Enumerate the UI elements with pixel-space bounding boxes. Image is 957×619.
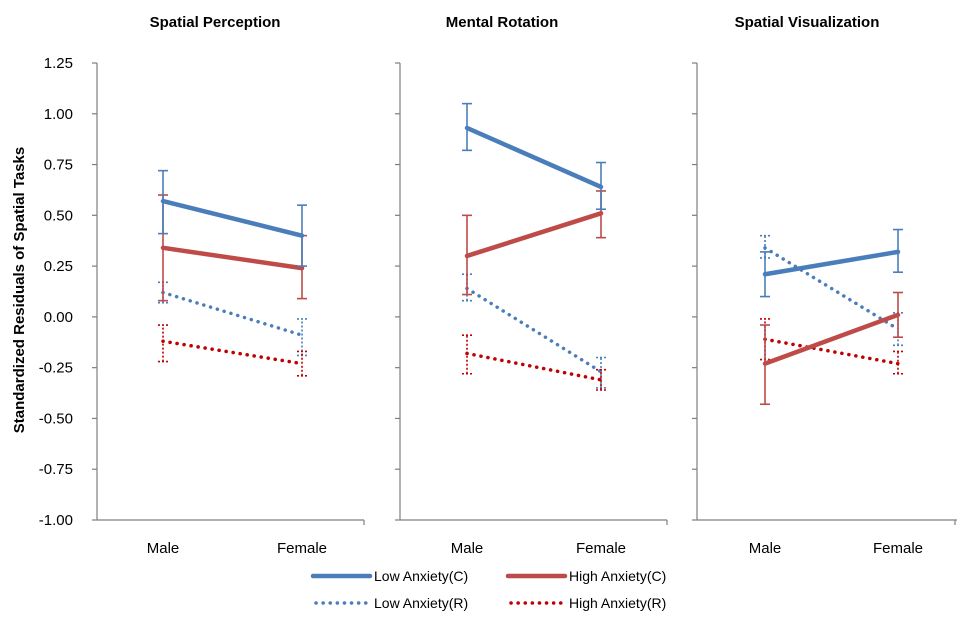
legend-item: Low Anxiety(C) bbox=[310, 568, 468, 584]
series-highC bbox=[462, 190, 606, 296]
series-highC bbox=[760, 291, 903, 406]
y-tick-label: 0.50 bbox=[44, 207, 73, 224]
x-tick-label: Male bbox=[749, 540, 782, 557]
y-tick-label: 0.75 bbox=[44, 157, 73, 174]
series-line bbox=[160, 198, 305, 238]
axes bbox=[92, 62, 957, 525]
x-tick-label: Female bbox=[576, 540, 626, 557]
series-highC bbox=[158, 194, 307, 302]
series-line bbox=[161, 290, 304, 337]
x-tick-label: Male bbox=[147, 540, 180, 557]
series-highR bbox=[158, 324, 307, 377]
series-line bbox=[465, 351, 603, 382]
y-tick-label: 1.00 bbox=[44, 106, 73, 123]
series-lowC bbox=[462, 102, 606, 211]
y-tick-labels: 1.25 1.00 0.75 0.50 0.25 0.00 -0.25 -0.50 -0.75 -… bbox=[39, 55, 73, 529]
series-layer bbox=[158, 102, 903, 406]
panel-title-spatial-visualization: Spatial Visualization bbox=[735, 14, 880, 31]
y-tick-label: -1.00 bbox=[39, 512, 73, 529]
y-tick-label: 0.00 bbox=[44, 309, 73, 326]
series-line bbox=[763, 337, 900, 366]
series-line bbox=[464, 211, 604, 259]
legend: Low Anxiety(C) High Anxiety(C) Low Anxiety… bbox=[310, 568, 666, 611]
series-lowR bbox=[760, 234, 903, 347]
legend-label: High Anxiety(R) bbox=[569, 595, 666, 611]
legend-item: High Anxiety(R) bbox=[509, 595, 666, 611]
legend-label: Low Anxiety(R) bbox=[374, 595, 468, 611]
series-line bbox=[762, 312, 901, 366]
series-line bbox=[161, 339, 304, 366]
series-line bbox=[160, 245, 305, 271]
panel-titles: Spatial Perception Mental Rotation Spati… bbox=[150, 14, 880, 31]
series-lowC bbox=[760, 228, 903, 298]
x-tick-label: Male bbox=[451, 540, 484, 557]
legend-label: High Anxiety(C) bbox=[569, 568, 666, 584]
y-tick-label: 1.25 bbox=[44, 55, 73, 72]
series-lowR bbox=[158, 281, 307, 357]
x-tick-label: Female bbox=[277, 540, 327, 557]
series-line bbox=[464, 125, 604, 190]
y-tick-label: -0.25 bbox=[39, 360, 73, 377]
y-tick-label: 0.25 bbox=[44, 258, 73, 275]
x-tick-label: Female bbox=[873, 540, 923, 557]
series-line bbox=[465, 286, 603, 374]
legend-item: Low Anxiety(R) bbox=[314, 595, 468, 611]
y-tick-label: -0.75 bbox=[39, 461, 73, 478]
x-tick-labels: Male Female Male Female Male Female bbox=[147, 540, 923, 557]
legend-label: Low Anxiety(C) bbox=[374, 568, 468, 584]
series-line bbox=[763, 246, 900, 331]
panel-title-mental-rotation: Mental Rotation bbox=[446, 14, 559, 31]
y-tick-label: -0.50 bbox=[39, 410, 73, 427]
series-highR bbox=[462, 334, 606, 391]
legend-item: High Anxiety(C) bbox=[505, 568, 666, 584]
series-lowR bbox=[462, 273, 606, 389]
series-line bbox=[762, 249, 901, 277]
series-lowC bbox=[158, 169, 307, 267]
y-axis-label: Standardized Residuals of Spatial Tasks bbox=[11, 147, 28, 433]
panel-title-spatial-perception: Spatial Perception bbox=[150, 14, 281, 31]
series-highR bbox=[760, 318, 903, 375]
